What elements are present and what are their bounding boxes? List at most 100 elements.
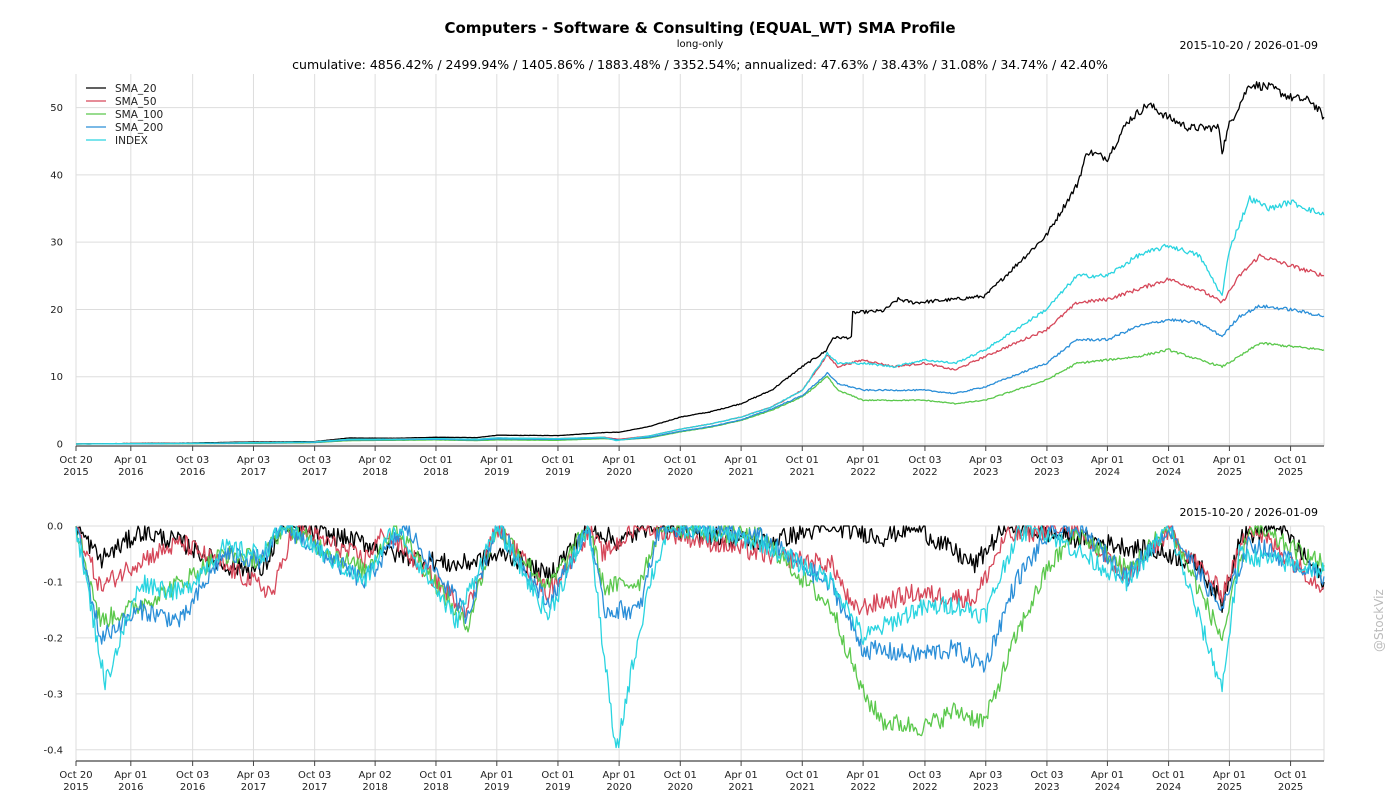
bottom-xtick-label-line2: 2023 <box>1034 782 1059 793</box>
bottom-ytick-label: -0.3 <box>43 689 63 700</box>
top-xtick-label: Apr 01 2016 <box>114 455 147 478</box>
bottom-xtick-label: Apr 01 2019 <box>480 770 513 793</box>
top-xtick-label-line2: 2020 <box>668 467 693 478</box>
top-series-line-sma-200 <box>76 304 1325 445</box>
bottom-ytick-label: 0.0 <box>47 522 63 533</box>
bottom-xtick-label: Oct 01 2020 <box>664 770 697 793</box>
top-xtick-label: Oct 03 2022 <box>908 455 941 478</box>
top-xtick-label: Apr 03 2017 <box>237 455 270 478</box>
top-xtick-label-line1: Oct 01 <box>541 455 574 466</box>
top-xtick-label: Apr 01 2021 <box>725 455 758 478</box>
bottom-ytick-label: -0.4 <box>43 745 63 756</box>
bottom-xtick-label-line1: Apr 01 <box>1213 770 1246 781</box>
bottom-xtick-label-line2: 2020 <box>668 782 693 793</box>
top-xtick-label-line2: 2022 <box>850 467 875 478</box>
top-xtick-label: Apr 01 2025 <box>1213 455 1246 478</box>
bottom-xtick-label-line1: Apr 01 <box>480 770 513 781</box>
top-xtick-label-line1: Apr 01 <box>1213 455 1246 466</box>
bottom-xtick-label: Apr 01 2021 <box>725 770 758 793</box>
top-ytick-label: 40 <box>50 170 63 181</box>
chart-title: Computers - Software & Consulting (EQUAL… <box>444 19 956 37</box>
top-xtick-label-line1: Oct 03 <box>1030 455 1063 466</box>
bottom-xtick-label-line2: 2017 <box>241 782 266 793</box>
top-xtick-label-line2: 2017 <box>241 467 266 478</box>
bottom-xtick-label-line2: 2018 <box>423 782 448 793</box>
bottom-xtick-label-line1: Oct 20 <box>59 770 92 781</box>
bottom-xtick-label-line2: 2017 <box>302 782 327 793</box>
bottom-xtick-label-line1: Apr 03 <box>969 770 1002 781</box>
bottom-xtick-label-line1: Apr 01 <box>114 770 147 781</box>
top-xtick-label-line1: Apr 03 <box>237 455 270 466</box>
top-xtick-label: Oct 01 2020 <box>664 455 697 478</box>
top-xtick-label: Oct 03 2023 <box>1030 455 1063 478</box>
top-xtick-label: Apr 01 2019 <box>480 455 513 478</box>
bottom-xtick-label: Oct 03 2016 <box>176 770 209 793</box>
top-xtick-label-line2: 2021 <box>728 467 753 478</box>
bottom-xtick-label-line1: Oct 01 <box>1274 770 1307 781</box>
top-xtick-label: Oct 03 2016 <box>176 455 209 478</box>
top-xtick-label-line1: Apr 03 <box>969 455 1002 466</box>
top-xtick-label: Oct 20 2015 <box>59 455 92 478</box>
bottom-xtick-label: Oct 03 2022 <box>908 770 941 793</box>
top-xtick-label-line1: Apr 01 <box>603 455 636 466</box>
bottom-xtick-label-line1: Apr 01 <box>1091 770 1124 781</box>
top-xtick-label-line2: 2022 <box>912 467 937 478</box>
bottom-xtick-label: Oct 01 2018 <box>419 770 452 793</box>
legend-label-sma-100: SMA_100 <box>115 109 163 121</box>
top-series-line-sma-20 <box>76 81 1325 445</box>
top-ytick-label: 10 <box>50 372 63 383</box>
bottom-xtick-label: Apr 01 2024 <box>1091 770 1124 793</box>
bottom-xtick-label-line1: Oct 01 <box>541 770 574 781</box>
bottom-ytick-label: -0.2 <box>43 633 63 644</box>
top-xtick-label-line2: 2019 <box>545 467 570 478</box>
top-xtick-label-line1: Apr 01 <box>725 455 758 466</box>
bottom-xtick-label-line2: 2023 <box>973 782 998 793</box>
top-xtick-label: Apr 01 2024 <box>1091 455 1124 478</box>
bottom-xtick-label-line2: 2024 <box>1095 782 1120 793</box>
top-xtick-label-line2: 2016 <box>118 467 143 478</box>
top-xtick-label-line1: Oct 01 <box>1274 455 1307 466</box>
top-xtick-label-line1: Apr 01 <box>847 455 880 466</box>
bottom-xtick-label-line2: 2022 <box>912 782 937 793</box>
top-xtick-label-line1: Oct 03 <box>908 455 941 466</box>
bottom-xtick-label-line1: Apr 03 <box>237 770 270 781</box>
top-ytick-label: 30 <box>50 238 63 249</box>
top-xtick-label: Oct 01 2018 <box>419 455 452 478</box>
bottom-xtick-label-line2: 2018 <box>362 782 387 793</box>
bottom-xtick-label: Oct 01 2025 <box>1274 770 1307 793</box>
top-xtick-label: Apr 01 2020 <box>603 455 636 478</box>
top-xtick-label: Oct 03 2017 <box>298 455 331 478</box>
bottom-xtick-label-line1: Oct 03 <box>176 770 209 781</box>
legend-label-index: INDEX <box>115 135 148 147</box>
top-xtick-label-line1: Apr 01 <box>1091 455 1124 466</box>
bottom-xtick-label: Oct 03 2023 <box>1030 770 1063 793</box>
bottom-xtick-label-line1: Oct 01 <box>786 770 819 781</box>
top-series-line-sma-50 <box>76 253 1325 445</box>
bottom-xtick-label-line1: Oct 01 <box>419 770 452 781</box>
bottom-ytick-label: -0.1 <box>43 577 63 588</box>
bottom-xtick-label-line2: 2022 <box>850 782 875 793</box>
legend-label-sma-200: SMA_200 <box>115 122 163 134</box>
top-xtick-label-line1: Oct 01 <box>1152 455 1185 466</box>
top-xtick-label-line1: Oct 03 <box>298 455 331 466</box>
top-xtick-label: Oct 01 2019 <box>541 455 574 478</box>
bottom-xtick-label-line1: Apr 01 <box>847 770 880 781</box>
top-ytick-label: 20 <box>50 305 63 316</box>
top-xtick-label: Oct 01 2025 <box>1274 455 1307 478</box>
bottom-xtick-label: Oct 20 2015 <box>59 770 92 793</box>
top-series-line-index <box>76 195 1325 445</box>
bottom-xtick-label-line1: Oct 03 <box>908 770 941 781</box>
bottom-xtick-label-line1: Apr 01 <box>725 770 758 781</box>
top-xtick-label-line1: Oct 20 <box>59 455 92 466</box>
top-xtick-label-line2: 2020 <box>606 467 631 478</box>
legend-label-sma-20: SMA_20 <box>115 83 157 95</box>
top-ytick-label: 0 <box>57 439 63 450</box>
bottom-xtick-label-line1: Oct 03 <box>298 770 331 781</box>
top-xtick-label-line2: 2024 <box>1095 467 1120 478</box>
top-xtick-label-line2: 2024 <box>1156 467 1181 478</box>
bottom-xtick-label-line2: 2021 <box>728 782 753 793</box>
